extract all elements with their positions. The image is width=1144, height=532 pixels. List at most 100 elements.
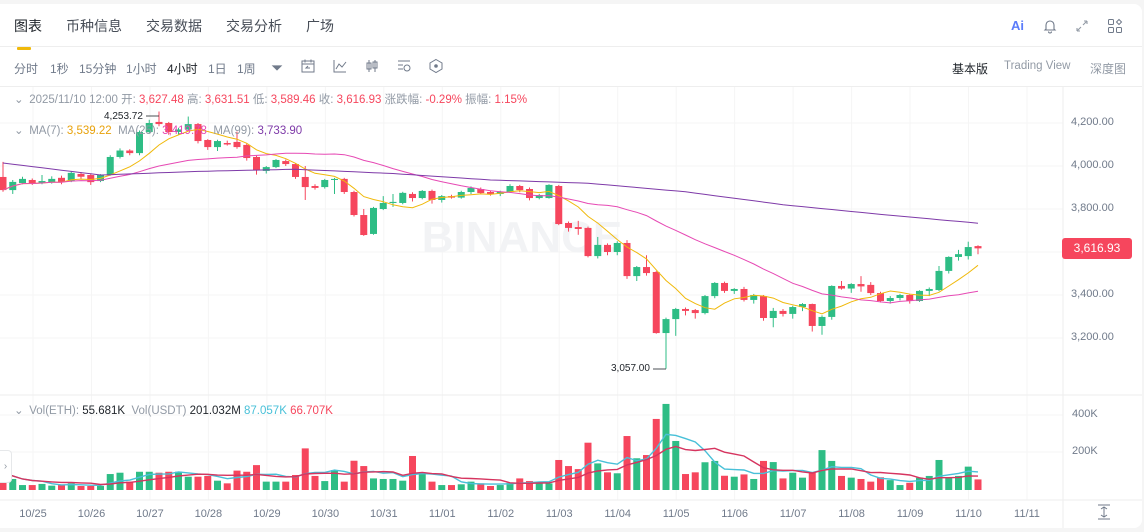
candle-down [340,178,348,193]
candle-type-icon[interactable] [364,58,380,74]
settings-icon[interactable] [396,58,412,74]
volume-bar [838,475,845,490]
expand-left-panel-button[interactable]: › [0,450,12,483]
tab-trading-analysis[interactable]: 交易分析 [226,18,282,34]
candle-up [175,129,182,133]
volume-bar [350,460,358,490]
volume-bar [467,481,475,490]
view-trading-view[interactable]: Trading View [1004,60,1071,72]
candle-up [506,185,514,193]
ma99-line [2,162,979,224]
ohlc-info: ⌄ 2025/11/10 12:00 开: 3,627.48 高: 3,631.… [14,94,527,107]
volume-bar [955,475,962,490]
candle-up [896,295,904,299]
candle-up [214,141,221,148]
volume-bar [311,475,319,490]
candle-up [272,159,280,168]
interval-1d[interactable]: 1日 [208,62,227,76]
candle-up [106,156,114,176]
tab-chart[interactable]: 图表 [14,18,42,34]
candle-up [116,150,124,157]
candle-down [721,282,728,291]
candle-down [253,156,260,171]
volume-bar [438,485,446,490]
interval-dropdown-icon[interactable] [269,60,285,76]
volume-bar [214,480,221,490]
tab-square[interactable]: 广场 [306,18,334,34]
volume-bar [730,476,738,490]
volume-info: ⌄ Vol(ETH): 55.681K Vol(USDT) 201.032M 8… [14,405,333,418]
volume-bar [760,460,767,490]
volume-bar [340,481,348,490]
candle-down [350,192,358,216]
interval-1h[interactable]: 1小时 [126,62,157,76]
candle-up [379,202,387,209]
ma25-value: 3,419.78 [162,125,207,137]
volume-bar [126,481,134,490]
candle-up [67,172,75,182]
candle-up [750,295,758,300]
tab-trading-data[interactable]: 交易数据 [146,18,202,34]
volume-bar [916,477,923,490]
candle-down [906,295,914,302]
candle-up [535,195,543,199]
close-label: 收: [318,94,334,106]
view-basic[interactable]: 基本版 [952,62,989,76]
volume-bar [165,471,173,490]
volume-bar [477,483,485,490]
open-value: 3,627.48 [139,94,184,106]
volume-bar [691,472,699,490]
candle-up [438,196,446,200]
candle-down [233,141,241,148]
price-axis-label: 4,000.00 [1071,159,1114,171]
candle-down [301,176,309,188]
chevron-down-icon[interactable]: ⌄ [14,405,24,417]
calendar-icon[interactable] [300,58,316,74]
chevron-down-icon[interactable]: ⌄ [14,94,24,106]
candle-down [360,215,368,236]
interval-1w[interactable]: 1周 [237,62,256,76]
interval-4h[interactable]: 4小时 [167,62,198,76]
indicator-icon[interactable] [332,58,348,74]
volume-bar [769,462,777,490]
volume-bar [282,481,290,490]
candle-down [604,244,611,252]
volume-bar [428,481,436,490]
volume-bar [262,481,270,490]
bell-icon[interactable] [1042,18,1058,34]
expand-icon[interactable] [1074,18,1090,34]
hexagon-icon[interactable] [428,58,444,74]
candle-down [311,185,319,188]
widgets-icon[interactable] [1107,18,1123,34]
volume-bar [672,440,680,490]
volume-bar [623,436,631,490]
interval-1s[interactable]: 1秒 [50,62,69,76]
candle-down [155,121,163,125]
grid [0,87,1063,500]
view-depth[interactable]: 深度图 [1090,62,1127,76]
tab-coin-info[interactable]: 币种信息 [66,18,122,34]
active-tab-indicator [17,47,31,50]
candle-up [38,181,46,183]
candle-down [623,242,631,277]
candle-up [701,296,709,314]
volume-bar [721,475,728,490]
candle-down [877,293,884,302]
interval-15m[interactable]: 15分钟 [79,62,117,76]
volume-bar [331,470,338,490]
interval-time-share[interactable]: 分时 [14,62,39,76]
candle-up [457,192,465,198]
candle-down [643,267,650,274]
ai-icon[interactable]: Ai [1011,18,1024,33]
chevron-down-icon[interactable]: ⌄ [14,125,24,137]
auto-scale-icon[interactable] [1095,503,1113,521]
candle-down [409,193,416,199]
ma7-label: MA(7): [29,125,64,137]
candle-down [516,185,524,191]
candle-up [925,288,933,291]
volume-bar [418,472,426,490]
volume-bar [223,483,231,490]
candle-down [243,144,251,159]
volume-bar [652,418,660,490]
